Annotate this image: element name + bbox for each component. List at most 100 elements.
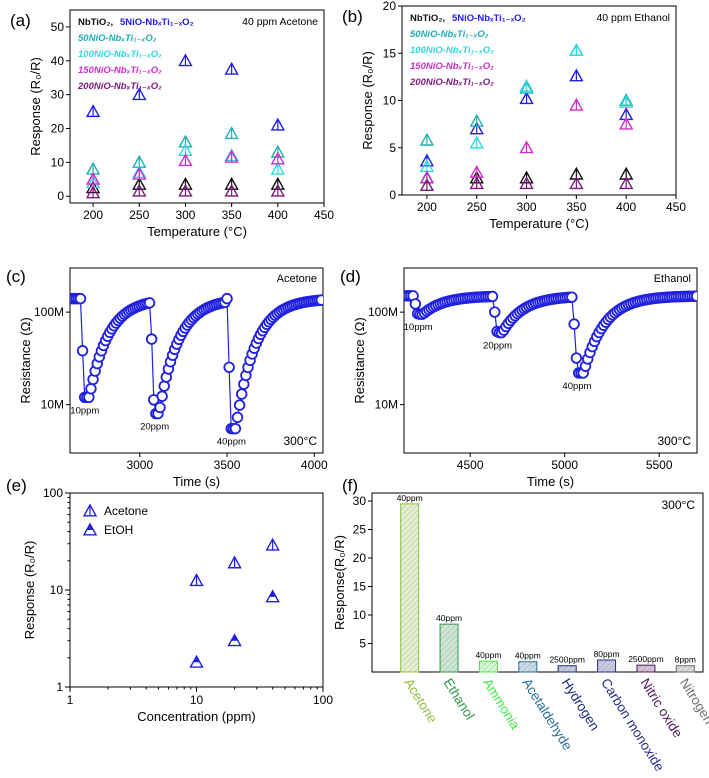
y-tick-label: 10	[353, 608, 367, 622]
y-tick-label: 5	[389, 141, 396, 155]
x-tick-label: 5500	[646, 458, 673, 472]
legend-entry: 200NiO-NbₓTi₁₋ₓO₂	[77, 81, 162, 92]
x-tick-label: 250	[129, 208, 149, 222]
category-label: Ethanol	[441, 676, 478, 723]
category-label: Hydrogen	[559, 676, 603, 734]
data-point	[221, 292, 233, 305]
x-axis-label: Concentration (ppm)	[137, 709, 256, 724]
y-tick-label: 10	[50, 583, 64, 597]
legend-entry: 150NiO-NbₓTi₁₋ₓO₂	[78, 65, 162, 76]
pulse-label: 10ppm	[70, 405, 99, 416]
data-point	[229, 422, 242, 435]
x-tick-label: 4000	[301, 458, 328, 472]
y-tick-label: 100M	[34, 305, 64, 319]
x-tick-label: 200	[417, 200, 437, 214]
y-tick-label: 1	[56, 680, 63, 694]
bar-hatch	[597, 660, 616, 672]
legend-entry: NbTiO₂,	[410, 13, 445, 24]
gas-annotation: 40 ppm Ethanol	[596, 12, 670, 24]
x-tick-label: 400	[616, 200, 636, 214]
data-point-fill	[193, 656, 200, 663]
x-tick-label: 10	[190, 693, 204, 707]
x-tick-label: 300	[517, 200, 537, 214]
legend-entry: 100NiO-NbₓTi₁₋ₓO₂	[78, 49, 162, 60]
y-tick-label: 40	[51, 54, 65, 68]
bar-data-label: 40ppm	[397, 493, 423, 503]
y-axis-label: Response (R₀/R)	[22, 541, 37, 640]
y-axis-label: Response(R₀/R)	[332, 535, 347, 630]
panel-label: (b)	[342, 7, 363, 26]
pulse-label: 20ppm	[483, 341, 512, 352]
x-tick-label: 250	[467, 200, 487, 214]
panel-e: 1 10 100 1 10 100 Concentration (ppm) Response …	[6, 476, 333, 724]
x-axis-label: Temperature (°C)	[147, 224, 247, 239]
x-tick-label: 450	[666, 200, 686, 214]
temperature-label: 300°C	[284, 434, 318, 448]
y-tick-label: 20	[383, 0, 397, 13]
x-axis-label: Time (s)	[527, 474, 574, 489]
panel-f: 5 10 15 20 25 30 Response(R₀/R) (f) 300°C 40ppm Ac…	[332, 476, 709, 774]
x-tick-label: 450	[314, 208, 334, 222]
legend-marker-fill	[86, 524, 94, 530]
x-axis-label: Time (s)	[173, 474, 220, 489]
legend-entry: 5NiO-NbₓTi₁₋ₓO₂	[120, 17, 194, 28]
x-tick-label: 3500	[214, 458, 241, 472]
data-point	[154, 401, 166, 414]
gas-annotation: Acetone	[277, 273, 317, 285]
panel-d: 4500 5000 5500 10M 100M Time (s) Resistance (Ω…	[340, 267, 698, 489]
plot-frame	[403, 267, 698, 454]
temperature-label: 300°C	[662, 498, 696, 512]
bar-hatch	[558, 665, 577, 672]
data-point	[486, 290, 499, 303]
x-tick-label: 350	[222, 208, 242, 222]
temperature-label: 300°C	[658, 434, 692, 448]
y-tick-label: 0	[389, 188, 396, 202]
bar-data-label: 8ppm	[675, 655, 696, 665]
data-point	[235, 388, 248, 400]
category-label: Ammonia	[480, 676, 523, 733]
data-point	[158, 380, 170, 392]
data-point	[156, 390, 168, 402]
legend-entry: 150NiO-NbₓTi₁₋ₓO₂	[410, 61, 494, 72]
category-label: Nitrogen dioxide	[677, 676, 709, 767]
panel-label: (f)	[342, 476, 358, 495]
y-tick-label: 10	[51, 155, 65, 169]
series-c	[70, 292, 323, 435]
plot-frame	[69, 9, 325, 204]
y-axis-label: Resistance (Ω)	[352, 317, 367, 403]
panel-label: (c)	[6, 267, 26, 286]
category-label: Acetone	[401, 676, 440, 726]
bar-data-label: 80ppm	[594, 649, 620, 659]
y-tick-label: 10M	[375, 398, 398, 412]
x-tick-label: 350	[566, 200, 586, 214]
data-point	[568, 318, 580, 330]
bar-hatch	[400, 503, 419, 672]
x-tick-label: 300	[175, 208, 195, 222]
legend-entry: Acetone	[104, 504, 148, 518]
y-axis-label: Response (R₀/R)	[360, 51, 375, 150]
y-tick-label: 25	[353, 523, 367, 537]
x-tick-label: 400	[268, 208, 288, 222]
y-axis-label: Response (R₀/R)	[28, 57, 43, 156]
y-tick-label: 5	[359, 637, 366, 651]
x-tick-label: 5000	[551, 458, 578, 472]
y-tick-label: 20	[51, 122, 65, 136]
legend-entry: 5NiO-NbₓTi₁₋ₓO₂	[452, 13, 526, 24]
data-point	[231, 411, 244, 424]
data-point	[409, 298, 422, 310]
plot-frame	[69, 267, 324, 454]
data-point-fill	[231, 634, 238, 641]
y-tick-label: 50	[51, 20, 65, 34]
panel-b: 200 250 300 350 400 450 0 5 10 15 20 Temperature (°…	[342, 0, 686, 231]
panel-label: (a)	[10, 11, 31, 30]
data-point	[315, 294, 323, 306]
y-tick-label: 20	[353, 551, 367, 565]
x-tick-label: 100	[313, 693, 333, 707]
x-tick-label: 200	[83, 208, 103, 222]
legend-entry: 50NiO-NbₓTi₁₋ₓO₂	[410, 29, 489, 40]
y-tick-label: 100M	[368, 305, 398, 319]
legend-entry: EtOH	[104, 523, 133, 537]
gas-annotation: Ethanol	[654, 273, 691, 285]
bar-data-label: 40ppm	[515, 651, 541, 661]
